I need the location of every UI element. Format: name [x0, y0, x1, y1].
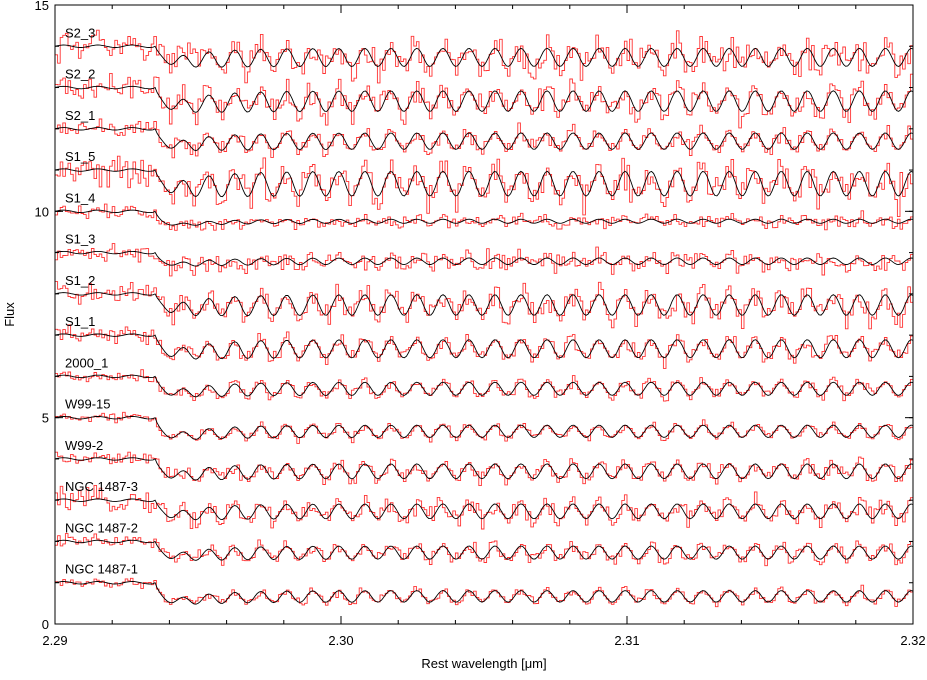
- spectrum-label: NGC 1487-1: [65, 562, 138, 577]
- ticks-layer: 2.29 2.30 2.31 2.32 0 5 10 15: [35, 0, 926, 648]
- model-spectrum-line: [54, 457, 914, 481]
- model-spectrum-line: [54, 498, 914, 521]
- spectrum-label: S2_2: [65, 67, 95, 82]
- model-spectrum-line: [54, 168, 914, 198]
- observed-spectrum-line: [55, 118, 913, 159]
- observed-spectrum-line: [55, 324, 913, 369]
- spectrum-label: S1_1: [65, 314, 95, 329]
- y-tick-label: 15: [35, 0, 49, 13]
- spectrum-label: NGC 1487-2: [65, 520, 138, 535]
- y-axis-label: Flux: [2, 302, 17, 327]
- model-spectrum-line: [54, 127, 914, 152]
- model-spectrum-line: [54, 85, 914, 113]
- model-spectrum-line: [54, 374, 914, 398]
- observed-spectrum-line: [55, 155, 913, 218]
- observed-spectrum-line: [55, 72, 913, 129]
- spectrum-label: S1_5: [65, 149, 95, 164]
- observed-spectrum-line: [55, 203, 913, 231]
- observed-spectrum-line: [55, 281, 913, 330]
- model-spectrum-line: [54, 415, 914, 440]
- model-spectrum-line: [54, 44, 914, 68]
- y-tick-label: 10: [35, 204, 49, 219]
- spectrum-label: W99-15: [65, 397, 111, 412]
- observed-spectrum-line: [55, 451, 913, 487]
- x-tick-label: 2.30: [328, 633, 353, 648]
- observed-spectrum-line: [55, 369, 913, 402]
- model-spectrum-line: [54, 292, 914, 317]
- x-axis-label: Rest wavelength [μm]: [421, 656, 546, 671]
- spectrum-label: 2000_1: [65, 355, 108, 370]
- y-tick-label: 5: [42, 411, 49, 426]
- observed-spectrum-line: [55, 577, 913, 608]
- plot-frame: [54, 4, 914, 625]
- observed-spectrum-line: [55, 533, 913, 567]
- spectrum-label: S2_1: [65, 108, 95, 123]
- x-tick-label: 2.29: [42, 633, 67, 648]
- spectrum-label: S2_3: [65, 25, 95, 40]
- model-spectrum-line: [54, 250, 914, 267]
- x-tick-label: 2.32: [900, 633, 925, 648]
- observed-spectrum-line: [55, 29, 913, 84]
- model-spectrum-line: [54, 209, 914, 226]
- model-spectrum-line: [54, 539, 914, 561]
- y-tick-label: 0: [42, 617, 49, 632]
- spectrum-label: S1_4: [65, 190, 95, 205]
- model-spectrum-line: [54, 333, 914, 360]
- observed-spectrum-line: [55, 484, 913, 530]
- observed-spectrum-line: [55, 243, 913, 277]
- spectrum-labels: NGC 1487-1 NGC 1487-2 NGC 1487-3 W99-2 W99-1…: [65, 25, 138, 576]
- observed-spectrum-line: [55, 411, 913, 444]
- model-spectrum-line: [54, 581, 914, 605]
- x-tick-label: 2.31: [614, 633, 639, 648]
- spectrum-label: S1_2: [65, 273, 95, 288]
- spectrum-label: NGC 1487-3: [65, 479, 138, 494]
- spectrum-label: S1_3: [65, 232, 95, 247]
- spectra-layer: [54, 29, 914, 608]
- spectrum-label: W99-2: [65, 438, 103, 453]
